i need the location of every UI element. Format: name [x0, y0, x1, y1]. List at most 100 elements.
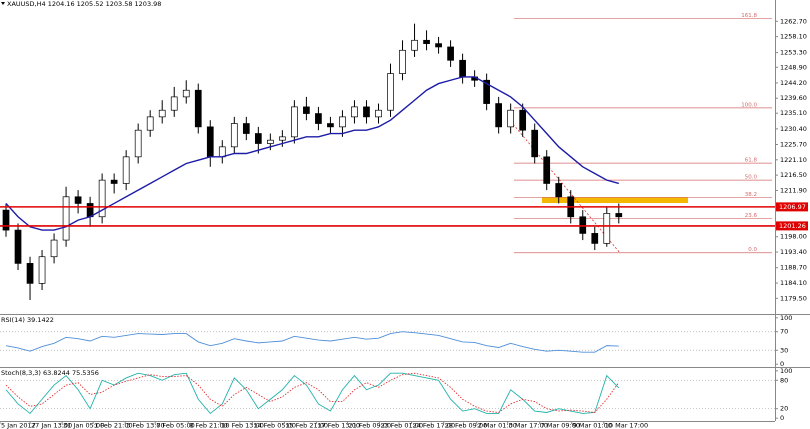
- y-tick-label: 100: [780, 314, 792, 322]
- x-tick-label: 17 Feb 13:00: [317, 422, 360, 429]
- y-tick-label: 80: [780, 376, 788, 384]
- candle-body: [98, 179, 106, 218]
- candle-body: [62, 196, 70, 241]
- y-tick-label: 1216.50: [780, 171, 807, 179]
- indicator-title: Stoch(8,3,3) 63.8244 75.5356: [1, 369, 99, 377]
- candle-body: [303, 106, 310, 114]
- x-tick-label: 27 Jan 13:00: [31, 422, 72, 429]
- candle-body: [399, 49, 406, 74]
- candle-body: [74, 196, 82, 204]
- chart-title: XAUUSD,H4 1204.16 1205.52 1203.58 1203.9…: [7, 0, 161, 8]
- x-tick-label: 1 Feb 21:00: [94, 422, 133, 429]
- x-tick-label: 8 Feb 21:00: [189, 422, 228, 429]
- candle-body: [50, 239, 58, 258]
- candle-body: [14, 229, 22, 264]
- candle-body: [555, 183, 563, 198]
- candle-body: [375, 109, 382, 118]
- candle-body: [531, 129, 539, 158]
- x-tick-label: 3 Mar 17:00: [509, 422, 548, 429]
- candle-body: [158, 109, 166, 118]
- fib-label: 61.8: [745, 158, 758, 164]
- candle-body: [206, 126, 214, 158]
- candle-body: [387, 73, 394, 111]
- price-level-tag: [776, 221, 808, 231]
- price-level-label: 1201.26: [779, 222, 806, 230]
- candle-body: [507, 109, 515, 128]
- candle-body: [339, 116, 346, 128]
- candle-body: [435, 43, 442, 48]
- y-tick-label: 1184.10: [780, 279, 807, 287]
- candle-body: [86, 203, 94, 218]
- y-tick-label: 1235.10: [780, 109, 807, 117]
- indicator-title: RSI(14) 39.1422: [1, 316, 54, 324]
- candle-body: [483, 79, 490, 104]
- candle-body: [110, 179, 118, 184]
- x-tick-label: 24 Feb 17:00: [413, 422, 456, 429]
- x-tick-label: 5 Jan 2017: [1, 422, 36, 429]
- y-tick-label: 70: [780, 328, 788, 336]
- price-level-tag: [776, 202, 808, 212]
- y-tick-label: 1193.40: [780, 248, 807, 256]
- candle-body: [411, 39, 418, 51]
- x-tick-label: 15 Feb 21:00: [285, 422, 328, 429]
- candle-body: [423, 39, 430, 44]
- candle-body: [122, 156, 130, 184]
- candle-body: [315, 113, 322, 124]
- fib-label: 38.2: [745, 192, 757, 198]
- y-tick-label: 1179.50: [780, 294, 807, 302]
- y-tick-label: 100: [780, 367, 792, 375]
- candle-body: [26, 263, 34, 284]
- indicator-line: [5, 331, 619, 353]
- candle-body: [591, 233, 599, 244]
- candle-body: [146, 116, 154, 131]
- fib-label: 23.6: [745, 213, 758, 219]
- candle-body: [291, 106, 298, 138]
- x-tick-label: 21 Feb 09:00: [348, 422, 391, 429]
- candle-body: [38, 256, 46, 284]
- x-tick-label: 7 Mar 09:00: [541, 422, 580, 429]
- fib-label: 50.0: [745, 175, 758, 181]
- candle-body: [182, 89, 190, 98]
- candle-body: [459, 59, 466, 78]
- x-tick-label: 10 Feb 13:00: [221, 422, 264, 429]
- y-tick-label: 1225.70: [780, 141, 807, 149]
- y-tick-label: 0: [780, 414, 784, 422]
- menu-icon: [1, 2, 5, 5]
- candle-body: [615, 213, 623, 218]
- price-level-label: 1206.97: [779, 203, 806, 211]
- x-tick-label: 23 Feb 01:00: [380, 422, 423, 429]
- candle-body: [134, 129, 142, 158]
- candle-body: [279, 136, 286, 141]
- x-tick-label: 31 Jan 05:00: [63, 422, 104, 429]
- y-tick-label: 1239.60: [780, 94, 807, 102]
- resistance-zone: [542, 197, 688, 203]
- y-tick-label: 1244.20: [780, 79, 807, 87]
- candle-body: [363, 106, 370, 118]
- y-tick-label: 20: [780, 405, 788, 413]
- candle-body: [495, 103, 502, 128]
- x-tick-label: 10 Mar 17:00: [605, 422, 648, 429]
- x-tick-label: 2 Mar 01:00: [478, 422, 517, 429]
- candle-body: [230, 123, 238, 148]
- candle-body: [327, 123, 334, 128]
- x-tick-label: 14 Feb 05:00: [253, 422, 296, 429]
- y-tick-label: 1253.30: [780, 49, 807, 57]
- x-tick-label: 9 Mar 01:00: [573, 422, 612, 429]
- candle-body: [543, 156, 551, 184]
- candle-body: [242, 123, 250, 134]
- candle-body: [170, 96, 178, 111]
- y-tick-label: 1211.90: [780, 186, 807, 194]
- trend-line: [507, 117, 621, 254]
- y-tick-label: 1262.70: [780, 17, 807, 25]
- x-tick-label: 7 Feb 05:00: [156, 422, 195, 429]
- candle-body: [603, 213, 611, 244]
- indicator-line: [5, 372, 620, 413]
- candle-body: [2, 209, 10, 231]
- candle-body: [447, 46, 454, 61]
- candle-body: [218, 146, 226, 158]
- candle-body: [266, 139, 274, 144]
- candle-body: [254, 133, 262, 144]
- fib-label: 0.0: [748, 247, 757, 253]
- y-tick-label: 1198.00: [780, 233, 807, 241]
- x-tick-label: 3 Feb 13:00: [126, 422, 165, 429]
